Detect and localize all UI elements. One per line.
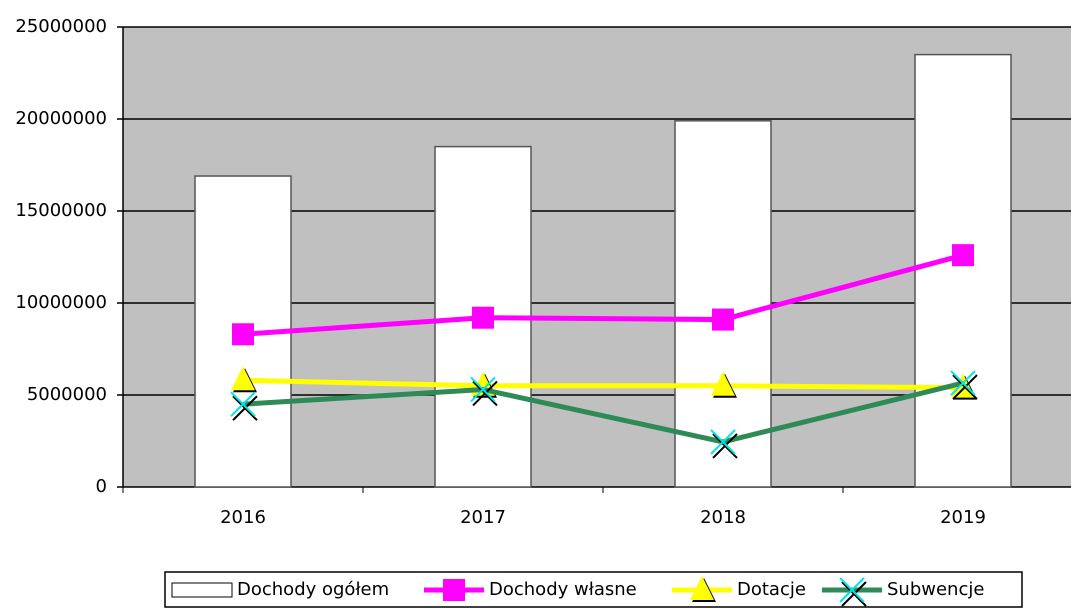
y-tick-label: 0	[96, 476, 107, 497]
marker	[472, 306, 494, 329]
legend-marker	[839, 577, 865, 603]
y-tick-label: 5000000	[27, 384, 107, 405]
marker	[230, 391, 256, 417]
x-tick-label: 2019	[940, 507, 986, 528]
marker-shadow	[472, 380, 498, 407]
x-tick-label: 2017	[460, 507, 506, 528]
y-tick-label: 10000000	[15, 292, 107, 313]
marker	[231, 366, 255, 391]
marker	[952, 244, 974, 267]
marker	[950, 370, 976, 396]
legend-swatch	[171, 582, 233, 598]
marker	[470, 376, 496, 403]
y-tick-label: 15000000	[15, 200, 107, 221]
legend-label: Dochody własne	[489, 579, 637, 600]
legend-label: Dochody ogółem	[237, 579, 389, 600]
x-tick-label: 2016	[220, 507, 266, 528]
x-tick-label: 2018	[700, 507, 746, 528]
legend-label: Dotacje	[737, 579, 806, 600]
marker-shadow	[232, 395, 258, 421]
legend-marker-shadow	[841, 581, 867, 607]
bar	[674, 120, 772, 488]
marker-shadow	[952, 374, 978, 400]
y-tick-label: 25000000	[15, 16, 107, 37]
marker	[712, 308, 734, 331]
marker	[711, 371, 735, 396]
line	[242, 252, 964, 337]
line	[242, 377, 964, 391]
legend-marker	[443, 579, 465, 601]
marker-shadow	[712, 433, 738, 459]
bar	[914, 53, 1012, 488]
marker	[710, 429, 736, 455]
marker	[232, 323, 254, 346]
line	[242, 380, 964, 445]
legend-marker	[690, 576, 714, 600]
legend-label: Subwencje	[887, 579, 984, 600]
y-tick-label: 20000000	[15, 108, 107, 129]
